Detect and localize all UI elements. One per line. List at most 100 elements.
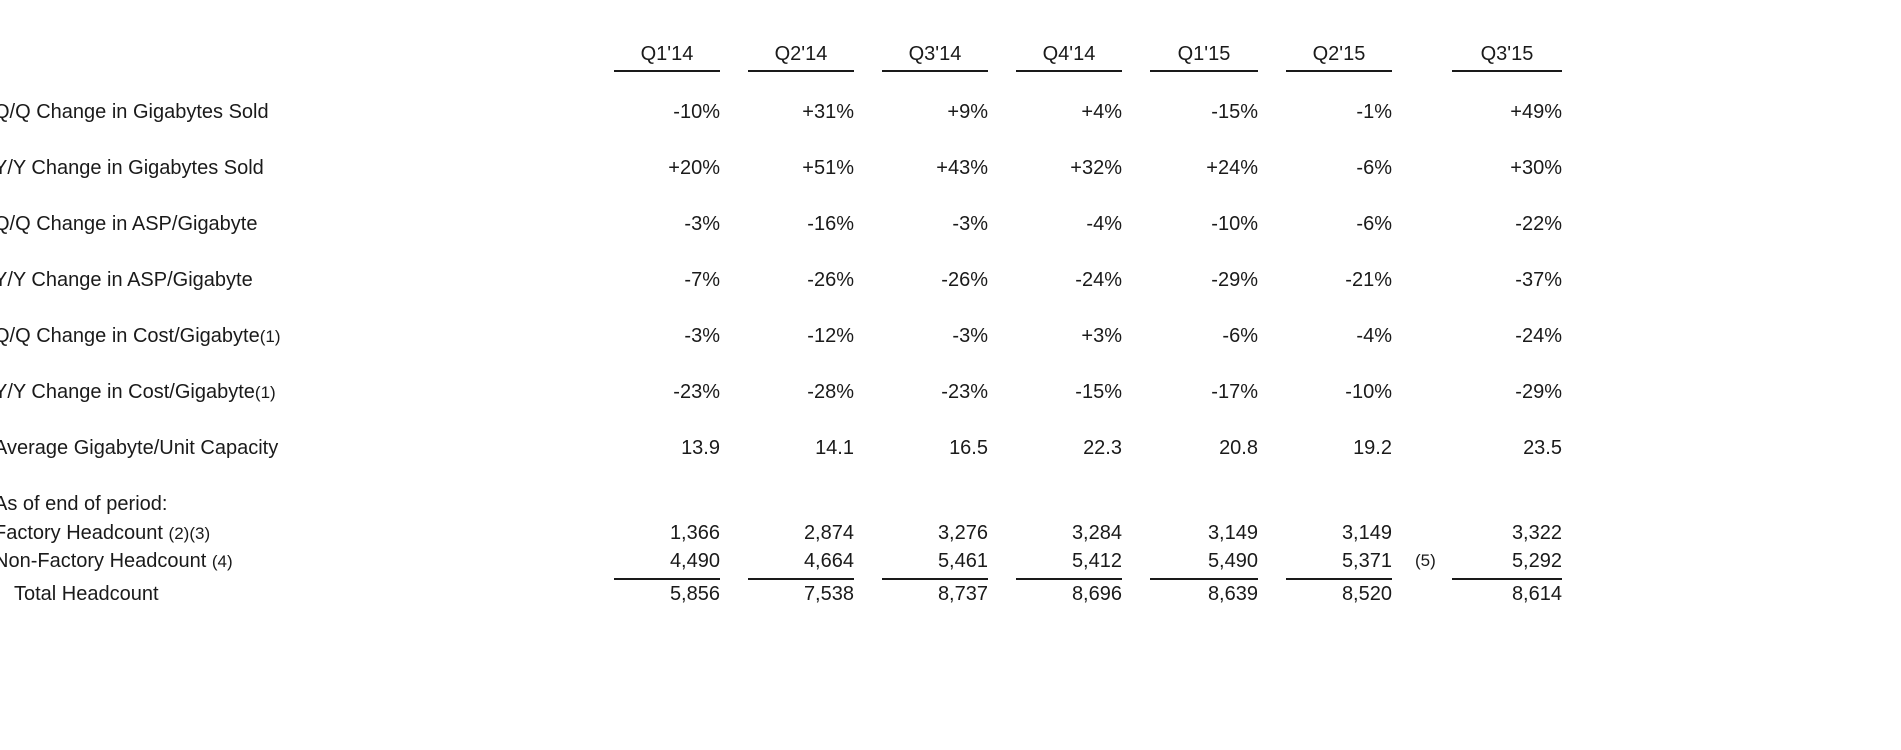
- row-label-text: Average Gigabyte/Unit Capacity: [0, 437, 279, 459]
- total-divider: [748, 578, 854, 580]
- table-cell: 7,538: [803, 583, 854, 605]
- row-label: Y/Y Change in Cost/Gigabyte(1): [0, 380, 276, 405]
- row-label-text: Y/Y Change in ASP/Gigabyte: [0, 269, 253, 291]
- table-cell: +20%: [668, 157, 720, 179]
- table-cell: -7%: [684, 269, 720, 291]
- table-cell: -6%: [1222, 325, 1258, 347]
- table-cell: +4%: [1081, 101, 1122, 123]
- table-cell: +49%: [1510, 101, 1562, 123]
- table-cell: 20.8: [1219, 437, 1258, 459]
- header-underline: [614, 70, 720, 72]
- table-cell: 16.5: [949, 437, 988, 459]
- header-underline: [1452, 70, 1562, 72]
- table-cell: 3,149: [1207, 522, 1258, 544]
- table-cell: -17%: [1211, 381, 1258, 403]
- table-cell: -3%: [684, 213, 720, 235]
- table-cell: 22.3: [1083, 437, 1122, 459]
- row-label: Factory Headcount (2)(3): [0, 521, 210, 546]
- total-divider: [1452, 578, 1562, 580]
- table-cell: -12%: [807, 325, 854, 347]
- header-underline: [1286, 70, 1392, 72]
- table-cell: +51%: [802, 157, 854, 179]
- table-cell: -15%: [1075, 381, 1122, 403]
- header-underline: [882, 70, 988, 72]
- row-label: Total Headcount: [14, 583, 159, 605]
- table-cell: -26%: [807, 269, 854, 291]
- table-cell: 5,490: [1207, 550, 1258, 572]
- total-divider: [614, 578, 720, 580]
- footnote-marker: (2)(3): [168, 524, 211, 543]
- table-cell: 5,371: [1341, 550, 1392, 572]
- column-header: Q4'14: [1042, 43, 1096, 65]
- table-cell: +31%: [802, 101, 854, 123]
- column-header: Q1'15: [1177, 43, 1231, 65]
- table-cell: -29%: [1211, 269, 1258, 291]
- table-cell: +43%: [936, 157, 988, 179]
- row-label: Q/Q Change in Gigabytes Sold: [0, 100, 269, 124]
- table-cell: 4,490: [669, 550, 720, 572]
- row-label-text: Q/Q Change in Cost/Gigabyte: [0, 325, 260, 347]
- column-header: Q3'15: [1480, 43, 1534, 65]
- table-cell: -10%: [673, 101, 720, 123]
- table-cell: -23%: [673, 381, 720, 403]
- table-cell: 8,696: [1071, 583, 1122, 605]
- table-cell: -37%: [1515, 269, 1562, 291]
- total-divider: [1286, 578, 1392, 580]
- table-cell: 3,322: [1511, 522, 1562, 544]
- table-cell: 3,276: [937, 522, 988, 544]
- table-cell: +24%: [1206, 157, 1258, 179]
- row-label-text: Y/Y Change in Gigabytes Sold: [0, 157, 264, 179]
- table-cell: -3%: [952, 325, 988, 347]
- table-cell: 3,149: [1341, 522, 1392, 544]
- table-cell: -26%: [941, 269, 988, 291]
- row-label-text: Non-Factory Headcount: [0, 550, 207, 572]
- footnote-marker: (1): [254, 383, 276, 402]
- total-divider: [882, 578, 988, 580]
- section-heading: As of end of period:: [0, 493, 168, 515]
- column-header: Q2'15: [1312, 43, 1366, 65]
- row-label: Y/Y Change in ASP/Gigabyte: [0, 268, 253, 292]
- table-cell: +30%: [1510, 157, 1562, 179]
- column-header: Q1'14: [640, 43, 694, 65]
- table-cell: -10%: [1345, 381, 1392, 403]
- total-divider: [1016, 578, 1122, 580]
- row-label-text: Y/Y Change in Cost/Gigabyte: [0, 381, 255, 403]
- table-cell: 8,614: [1511, 583, 1562, 605]
- table-cell: -21%: [1345, 269, 1392, 291]
- row-label: Average Gigabyte/Unit Capacity: [0, 436, 278, 460]
- table-cell: -1%: [1356, 101, 1392, 123]
- table-cell: 3,284: [1071, 522, 1122, 544]
- table-cell: -4%: [1356, 325, 1392, 347]
- footnote-marker: (4): [211, 552, 233, 571]
- table-cell: -15%: [1211, 101, 1258, 123]
- row-label: Q/Q Change in ASP/Gigabyte: [0, 212, 258, 236]
- table-cell: 4,664: [803, 550, 854, 572]
- column-header: Q3'14: [908, 43, 962, 65]
- table-cell: -3%: [684, 325, 720, 347]
- header-underline: [748, 70, 854, 72]
- table-cell: -3%: [952, 213, 988, 235]
- table-cell: -6%: [1356, 213, 1392, 235]
- table-cell: 13.9: [681, 437, 720, 459]
- table-cell: 23.5: [1523, 437, 1562, 459]
- row-label-text: Factory Headcount: [0, 522, 163, 544]
- table-cell: 5,292: [1511, 550, 1562, 572]
- table-cell: +32%: [1070, 157, 1122, 179]
- column-header: Q2'14: [774, 43, 828, 65]
- table-cell: 1,366: [669, 522, 720, 544]
- table-cell: -24%: [1515, 325, 1562, 347]
- table-cell: 2,874: [803, 522, 854, 544]
- table-cell: 8,639: [1207, 583, 1258, 605]
- table-cell: 5,461: [937, 550, 988, 572]
- table-cell: 5,856: [669, 583, 720, 605]
- row-label: Non-Factory Headcount (4): [0, 549, 233, 574]
- table-cell: 19.2: [1353, 437, 1392, 459]
- table-cell: -4%: [1086, 213, 1122, 235]
- table-cell: -28%: [807, 381, 854, 403]
- header-underline: [1016, 70, 1122, 72]
- footnote-marker: (5): [1415, 551, 1436, 570]
- total-divider: [1150, 578, 1258, 580]
- table-cell: +9%: [947, 101, 988, 123]
- table-cell: 8,737: [937, 583, 988, 605]
- row-label: Y/Y Change in Gigabytes Sold: [0, 156, 264, 180]
